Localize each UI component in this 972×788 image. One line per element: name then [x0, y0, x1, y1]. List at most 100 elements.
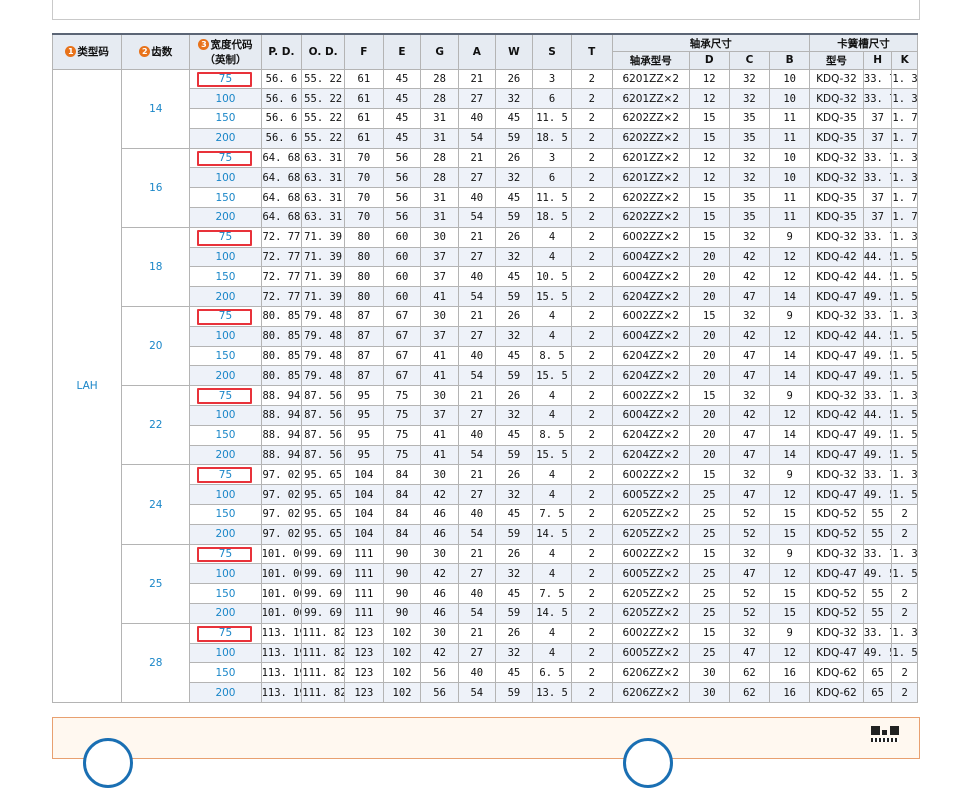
table-cell: 1. 5	[891, 405, 918, 426]
table-cell: 62	[728, 662, 771, 684]
table-cell: 2	[570, 187, 613, 209]
table-cell: 70	[344, 187, 384, 209]
table-cell: 6205ZZ×2	[611, 603, 690, 624]
table-cell: 49. 5	[862, 484, 893, 506]
table-cell: KDQ-32	[808, 167, 864, 189]
table-cell: 52	[728, 603, 771, 624]
number-2-icon: 2	[139, 46, 151, 58]
table-cell: 31	[420, 187, 459, 209]
table-cell: 2	[570, 108, 613, 129]
table-cell: 30	[420, 622, 459, 644]
table-cell: 6205ZZ×2	[611, 523, 690, 545]
width-code-cell: 75	[189, 622, 262, 644]
table-cell: KDQ-32	[808, 88, 864, 110]
table-cell: 6004ZZ×2	[611, 325, 690, 347]
table-cell: 59	[494, 603, 534, 624]
table-cell: 87. 56	[301, 424, 346, 446]
table-cell: 25	[688, 523, 730, 545]
header-od: O. D.	[301, 33, 346, 70]
table-cell: 45	[494, 108, 534, 129]
header-pd: P. D.	[260, 33, 303, 70]
table-cell: 6205ZZ×2	[611, 583, 690, 605]
table-cell: 2	[570, 543, 613, 565]
table-row: 22 75 88. 94 87. 56 95 75 30 21 26 4 2 6002ZZ×2 15 32…	[53, 385, 918, 466]
table-cell: 32	[728, 622, 771, 644]
header-g: G	[420, 33, 459, 70]
table-cell: 61	[344, 68, 384, 90]
table-cell: 56. 6	[260, 127, 303, 149]
table-cell: 55	[862, 504, 893, 525]
table-cell: 71. 39	[301, 226, 346, 248]
table-cell: 4	[532, 405, 572, 426]
table-cell: 4	[532, 543, 572, 565]
table-row: 100 113. 19 111. 82 123 102 42 27 32 4 2 6005ZZ×2 2…	[53, 642, 918, 664]
table-cell: 45	[494, 504, 534, 525]
table-cell: 67	[382, 325, 422, 347]
table-cell: 14	[769, 424, 810, 446]
table-cell: 6004ZZ×2	[611, 246, 690, 268]
table-cell: 11	[769, 187, 810, 209]
table-cell: 87. 56	[301, 405, 346, 426]
table-cell: 37	[862, 127, 893, 149]
table-cell: 45	[382, 88, 422, 110]
table-cell: KDQ-52	[808, 603, 864, 624]
table-row: 150 97. 02 95. 65 104 84 46 40 45 7. 5 2 6205ZZ×2 2…	[53, 504, 918, 525]
table-cell: 6002ZZ×2	[611, 306, 690, 327]
table-cell: 64. 68	[260, 167, 303, 189]
table-cell: 26	[494, 543, 534, 565]
table-cell: 3	[532, 68, 572, 90]
table-cell: 56	[420, 662, 459, 684]
table-cell: 6202ZZ×2	[611, 108, 690, 129]
table-cell: 12	[688, 68, 730, 90]
table-cell: 15	[769, 583, 810, 605]
table-cell: 1. 3	[891, 68, 918, 90]
header-f: F	[344, 33, 384, 70]
table-cell: 37	[862, 108, 893, 129]
table-cell: 95. 65	[301, 504, 346, 525]
table-cell: 2	[570, 286, 613, 308]
highlight-box	[197, 625, 252, 642]
table-row: 18 75 72. 77 71. 39 80 60 30 21 26 4 2 6002ZZ×2 15 32…	[53, 226, 918, 308]
table-cell: 20	[688, 286, 730, 308]
table-cell: 26	[494, 226, 534, 248]
table-cell: 21	[457, 226, 496, 248]
width-code-cell: 100	[189, 484, 262, 506]
table-cell: 87	[344, 306, 384, 327]
table-cell: 63. 31	[301, 167, 346, 189]
table-row: 200 64. 68 63. 31 70 56 31 54 59 18. 5 2 6202ZZ×2 1…	[53, 207, 918, 228]
table-cell: 2	[570, 682, 613, 703]
table-cell: 14. 5	[532, 523, 572, 545]
number-1-icon: 1	[65, 46, 77, 58]
table-cell: 1. 5	[891, 642, 918, 664]
table-cell: 111. 82	[301, 662, 346, 684]
table-cell: 1. 5	[891, 444, 918, 466]
table-cell: 2	[891, 603, 918, 624]
table-cell: 64. 68	[260, 147, 303, 169]
table-cell: 87	[344, 325, 384, 347]
table-cell: 6005ZZ×2	[611, 642, 690, 664]
table-cell: 6202ZZ×2	[611, 127, 690, 149]
table-cell: 33. 7	[862, 147, 893, 169]
width-code-cell: 100	[189, 246, 262, 268]
table-cell: 9	[769, 306, 810, 327]
table-cell: 49. 5	[862, 444, 893, 466]
table-cell: 14	[769, 444, 810, 466]
number-3-icon: 3	[198, 38, 210, 50]
width-code-cell: 150	[189, 345, 262, 367]
table-cell: 33. 7	[862, 464, 893, 486]
table-cell: 2	[570, 622, 613, 644]
header-bearing-model: 轴承型号	[611, 51, 690, 70]
header-b: B	[769, 51, 810, 70]
table-cell: 113. 19	[260, 662, 303, 684]
table-cell: 28	[420, 88, 459, 110]
table-cell: KDQ-47	[808, 365, 864, 387]
table-cell: 101. 06	[260, 583, 303, 605]
table-cell: 88. 94	[260, 405, 303, 426]
teeth-cell: 25	[121, 543, 191, 624]
table-cell: 42	[728, 266, 771, 288]
table-cell: 54	[457, 523, 496, 545]
table-cell: 2	[570, 127, 613, 149]
table-cell: 6005ZZ×2	[611, 484, 690, 506]
table-cell: 9	[769, 622, 810, 644]
table-cell: 6202ZZ×2	[611, 207, 690, 228]
